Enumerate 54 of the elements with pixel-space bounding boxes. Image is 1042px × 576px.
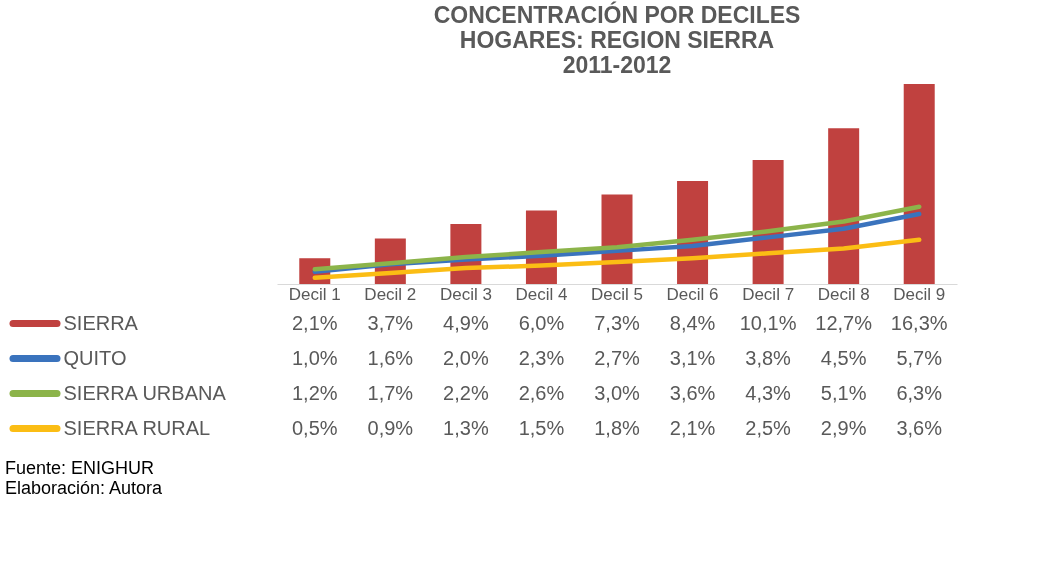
data-label: 2,1% — [291, 311, 338, 334]
bar — [903, 84, 935, 284]
data-label: 4,9% — [443, 311, 489, 334]
data-label: 16,3% — [890, 311, 948, 334]
data-label: 4,5% — [820, 346, 867, 369]
x-tick-label: Decil 4 — [515, 284, 568, 304]
data-label: 2,7% — [594, 346, 641, 369]
data-label: 2,2% — [443, 381, 489, 404]
data-label: 3,6% — [669, 381, 716, 404]
x-tick-label: Decil 7 — [742, 284, 795, 304]
x-tick-label: Decil 2 — [364, 284, 417, 304]
data-label: 3,8% — [745, 346, 792, 369]
data-label: 5,1% — [820, 381, 867, 404]
data-label: 3,7% — [367, 311, 414, 334]
data-label: 7,3% — [594, 311, 641, 334]
data-label: 5,7% — [896, 346, 943, 369]
x-tick-label: Decil 6 — [666, 284, 719, 304]
data-label: 3,6% — [896, 416, 943, 439]
x-tick-label: Decil 5 — [591, 284, 643, 304]
legend-label: SIERRA — [63, 311, 139, 334]
data-label: 1,8% — [594, 416, 641, 439]
data-label: 1,2% — [291, 381, 338, 404]
legend-label: QUITO — [63, 346, 127, 369]
data-label: 3,0% — [594, 381, 641, 404]
data-label: 2,0% — [443, 346, 489, 369]
data-label: 8,4% — [669, 311, 716, 334]
x-tick-label: Decil 8 — [817, 284, 870, 304]
data-label: 2,6% — [518, 381, 565, 404]
data-label: 10,1% — [739, 311, 797, 334]
data-label: 3,1% — [669, 346, 716, 369]
data-label: 12,7% — [815, 311, 873, 334]
legend-label: SIERRA URBANA — [63, 381, 227, 404]
data-label: 1,0% — [291, 346, 338, 369]
text: Elaboración: Autora — [5, 478, 164, 498]
data-label: 6,0% — [518, 311, 565, 334]
chart-title: CONCENTRACIÓN POR DECILES HOGARES: REGION SIERRA 2011-2012 — [433, 1, 801, 78]
legend-label: SIERRA RURAL — [63, 416, 211, 439]
data-label: 6,3% — [896, 381, 943, 404]
data-label: 2,3% — [518, 346, 565, 369]
x-tick-label: Decil 3 — [439, 284, 492, 304]
data-label: 1,3% — [443, 416, 489, 439]
data-label: 2,9% — [820, 416, 867, 439]
data-label: 2,5% — [745, 416, 792, 439]
source-note: Fuente: ENIGHUR — [5, 458, 155, 478]
data-label: 1,5% — [518, 416, 565, 439]
x-tick-label: Decil 1 — [288, 284, 341, 304]
data-label: 1,7% — [367, 381, 414, 404]
data-label: 0,9% — [367, 416, 414, 439]
data-label: 1,6% — [367, 346, 414, 369]
data-label: 4,3% — [745, 381, 792, 404]
bar — [828, 128, 860, 284]
data-label: 2,1% — [669, 416, 716, 439]
data-label: 0,5% — [291, 416, 338, 439]
x-tick-label: Decil 9 — [893, 284, 946, 304]
